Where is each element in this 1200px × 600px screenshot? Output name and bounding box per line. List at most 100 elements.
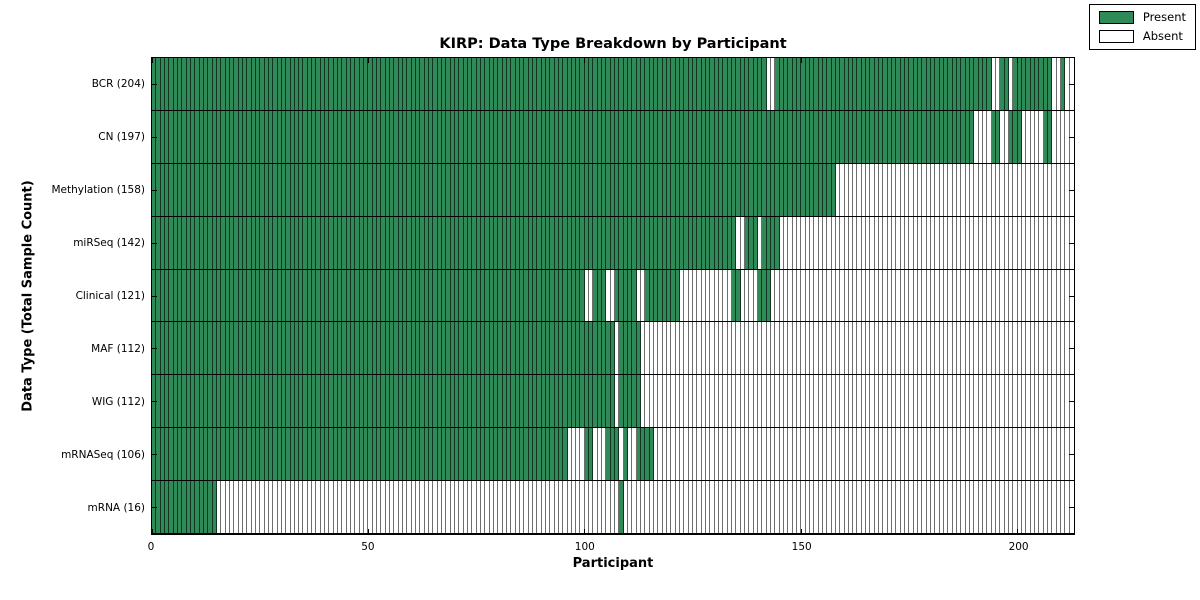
heatmap-cell [537,481,542,534]
heatmap-cell [649,481,655,534]
heatmap-cell [809,428,815,481]
heatmap-cell [260,428,265,481]
heatmap-cell [887,110,893,163]
heatmap-cell [441,269,447,322]
heatmap-cell [169,269,174,322]
heatmap-cell [286,322,291,375]
heatmap-cell [1017,216,1022,269]
heatmap-cell [870,428,875,481]
heatmap-cell [312,58,317,110]
heatmap-cell [571,428,577,481]
heatmap-cell [783,163,789,216]
heatmap-cell [762,110,767,163]
heatmap-cell [303,216,308,269]
heatmap-cell [801,375,806,428]
heatmap-cell [1052,216,1057,269]
heatmap-cell [411,481,417,534]
heatmap-cell [1026,58,1031,110]
heatmap-cell [1021,375,1027,428]
heatmap-cell [909,269,914,322]
heatmap-cell [978,110,983,163]
heatmap-cell [744,481,750,534]
heatmap-cell [394,163,399,216]
heatmap-cell [991,375,996,428]
heatmap-cell [511,428,516,481]
heatmap-cell [251,269,256,322]
heatmap-cell [524,428,529,481]
heatmap-cell [1004,58,1009,110]
heatmap-cell [1039,163,1044,216]
heatmap-cell [576,481,581,534]
heatmap-cell [628,269,633,322]
heatmap-cell [718,58,724,110]
heatmap-cell [519,163,525,216]
heatmap-cell [446,58,451,110]
heatmap-cell [459,375,464,428]
heatmap-cell [182,216,187,269]
heatmap-cell [195,269,200,322]
heatmap-cell [407,58,412,110]
heatmap-cell [870,163,875,216]
heatmap-cell [844,163,849,216]
heatmap-cell [783,428,789,481]
heatmap-cell [342,269,347,322]
heatmap-cell [381,269,386,322]
heatmap-cell [814,110,819,163]
heatmap-cell [606,269,611,322]
heatmap-cell [952,110,958,163]
heatmap-cell [623,110,629,163]
heatmap-cell [680,322,685,375]
heatmap-cell [333,58,339,110]
heatmap-cell [576,58,581,110]
heatmap-cell [727,481,732,534]
heatmap-cell [848,481,854,534]
heatmap-cell [697,322,702,375]
heatmap-cell [645,110,650,163]
heatmap-cell [446,163,451,216]
heatmap-cell [355,163,360,216]
heatmap-cell [576,110,581,163]
heatmap-cell [835,58,841,110]
heatmap-cell [182,375,187,428]
heatmap-cell [203,269,209,322]
heatmap-cell [991,216,996,269]
heatmap-cell [957,375,962,428]
heatmap-cell [840,322,845,375]
heatmap-cell [160,428,165,481]
heatmap-cell [563,428,568,481]
heatmap-cell [879,163,884,216]
heatmap-cell [926,375,932,428]
heatmap-cell [645,269,650,322]
heatmap-cell [701,269,706,322]
heatmap-cell [974,428,979,481]
heatmap-cell [775,163,780,216]
heatmap-cell [1008,163,1014,216]
heatmap-cell [697,216,702,269]
heatmap-cell [476,322,481,375]
heatmap-cell [727,216,732,269]
heatmap-row-BCR [152,58,1074,111]
heatmap-cell [1039,269,1044,322]
heatmap-cell [718,375,724,428]
heatmap-cell [580,375,585,428]
heatmap-cell [974,375,979,428]
heatmap-cell [571,58,577,110]
heatmap-cell [537,58,542,110]
heatmap-cell [1030,322,1035,375]
heatmap-cell [355,216,360,269]
heatmap-cell [493,322,499,375]
heatmap-cell [567,428,572,481]
heatmap-cell [788,481,793,534]
heatmap-cell [420,58,425,110]
heatmap-cell [325,269,330,322]
heatmap-cell [818,428,823,481]
heatmap-cell [714,481,719,534]
heatmap-cell [156,428,161,481]
heatmap-cell [173,216,178,269]
heatmap-cell [351,163,356,216]
heatmap-cell [671,216,676,269]
heatmap-cell [835,216,841,269]
heatmap-cell [961,481,966,534]
heatmap-cell [359,322,365,375]
heatmap-cell [225,428,230,481]
